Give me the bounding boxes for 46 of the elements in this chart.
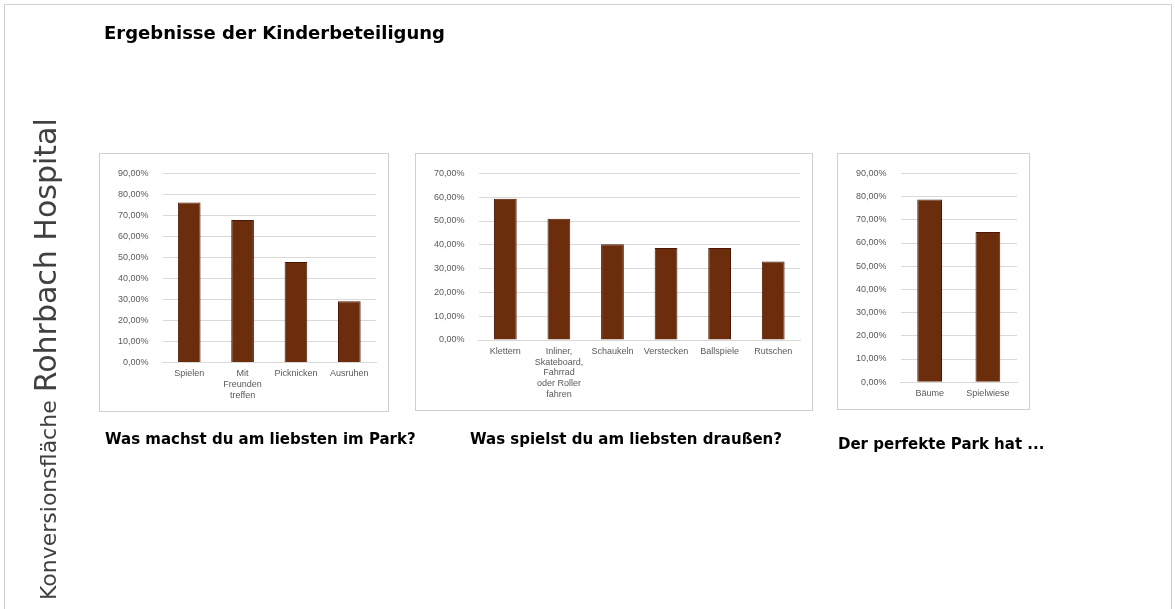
x-tick-label: Verstecken — [643, 345, 689, 356]
y-tick-label: 10,00% — [433, 310, 465, 321]
y-tick-label: 50,00% — [117, 251, 149, 262]
y-tick-label: 90,00% — [117, 167, 149, 178]
y-tick-label: 0,00% — [122, 357, 149, 368]
x-tick-label: Picknicken — [274, 368, 318, 379]
x-tick-label: Ballspiele — [700, 345, 739, 356]
y-tick-label: 90,00% — [855, 167, 887, 178]
y-tick-label: 40,00% — [433, 239, 465, 250]
text: Was machst du am liebsten im Park? — [105, 430, 416, 448]
y-tick-label: 0,00% — [438, 334, 465, 345]
x-tick-label: Mit Freunden treffen — [223, 368, 262, 401]
text: Konversionsfläche — [36, 400, 61, 600]
y-tick-label: 80,00% — [117, 188, 149, 199]
x-tick-label: Bäume — [915, 388, 944, 399]
x-tick-label: Klettern — [489, 345, 521, 356]
y-tick-label: 30,00% — [117, 294, 149, 305]
y-tick-label: 70,00% — [433, 167, 465, 178]
text: Was spielst du am liebsten draußen? — [470, 430, 782, 448]
y-tick-label: 70,00% — [117, 209, 149, 220]
y-tick-label: 0,00% — [860, 376, 887, 387]
y-tick-label: 20,00% — [433, 286, 465, 297]
y-tick-label: 40,00% — [855, 283, 887, 294]
y-tick-label: 30,00% — [433, 263, 465, 274]
x-tick-label: Ausruhen — [330, 368, 369, 379]
y-tick-label: 20,00% — [855, 330, 887, 341]
x-tick-label: Spielwiese — [966, 388, 1010, 399]
x-tick-label: Rutschen — [754, 345, 793, 356]
y-tick-label: 80,00% — [855, 191, 887, 202]
text: Rohrbach Hospital — [28, 118, 63, 393]
x-tick-label: Inliner, Skateboard, Fahrrad oder Roller fahren — [534, 345, 584, 400]
text: Ergebnisse der Kinderbeteiligung — [104, 22, 445, 43]
y-tick-label: 40,00% — [117, 273, 149, 283]
y-tick-label: 50,00% — [433, 215, 465, 226]
y-tick-label: 60,00% — [117, 230, 149, 241]
text: Der perfekte Park hat ... — [838, 435, 1045, 453]
y-tick-label: 60,00% — [433, 191, 465, 202]
y-tick-label: 30,00% — [855, 307, 887, 318]
y-tick-label: 60,00% — [855, 237, 887, 248]
y-tick-label: 10,00% — [117, 336, 149, 347]
x-tick-label: Spielen — [174, 368, 205, 379]
y-tick-label: 50,00% — [855, 260, 887, 271]
y-tick-label: 10,00% — [855, 353, 887, 364]
x-tick-label: Schaukeln — [591, 345, 634, 356]
y-tick-label: 70,00% — [855, 214, 887, 225]
y-tick-label: 20,00% — [117, 315, 149, 326]
